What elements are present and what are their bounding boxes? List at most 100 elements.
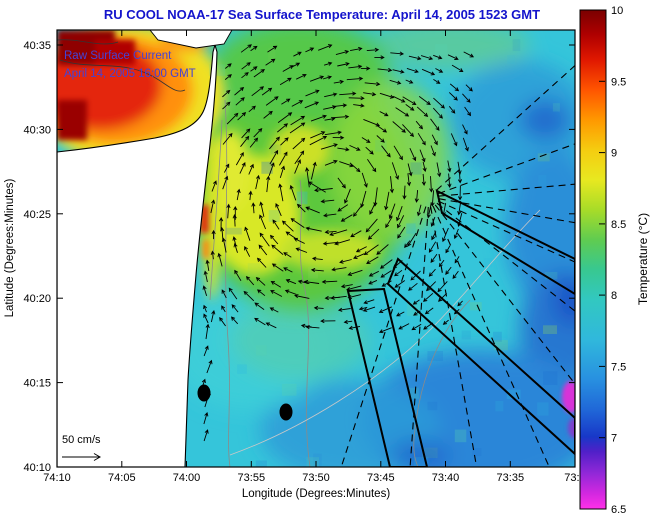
current-vector <box>442 319 449 325</box>
current-vector <box>236 188 241 201</box>
current-vector <box>433 97 446 109</box>
current-vector <box>355 246 367 253</box>
current-vector <box>233 205 238 220</box>
current-vector <box>269 149 279 165</box>
current-vector <box>402 185 407 200</box>
current-vector <box>457 212 463 228</box>
current-vector <box>291 62 301 68</box>
current-vector <box>270 281 282 288</box>
current-vector <box>464 106 472 117</box>
current-vector <box>404 240 411 249</box>
current-vector <box>402 124 415 137</box>
current-vector <box>269 136 280 150</box>
current-vector <box>254 302 265 310</box>
current-vector <box>222 89 231 98</box>
sst-speckle <box>410 162 422 175</box>
sst-speckle <box>427 401 438 411</box>
plot-frame <box>56 29 576 468</box>
current-vector <box>202 285 208 297</box>
current-vector <box>224 74 232 80</box>
current-vector <box>222 132 233 145</box>
y-axis-label: Latitude (Degrees:Minutes) <box>4 178 16 317</box>
current-vector <box>221 305 226 313</box>
current-vector <box>241 128 251 139</box>
current-vector <box>385 216 393 229</box>
current-vector <box>424 307 434 315</box>
current-vector <box>284 289 297 295</box>
current-vector <box>310 131 326 139</box>
current-vector <box>329 229 348 237</box>
sst-speckle <box>296 191 308 205</box>
current-vector <box>269 307 279 313</box>
current-vector <box>221 289 227 299</box>
current-vector <box>217 252 223 267</box>
current-vector <box>436 162 442 178</box>
current-vector <box>241 62 251 70</box>
current-vector <box>447 54 459 60</box>
colorbar-ticks: 10 9.5 9 8.5 8 7.5 7 6.5 <box>599 5 626 516</box>
current-vector <box>433 79 441 84</box>
current-vector <box>353 253 365 259</box>
sst-speckle <box>306 457 319 467</box>
x-tick-label: 73:45 <box>367 472 395 484</box>
current-vector <box>347 294 362 300</box>
current-vector <box>334 239 351 246</box>
current-vector <box>305 89 320 97</box>
current-vector <box>263 110 273 119</box>
current-vector <box>222 101 231 110</box>
current-vector <box>255 277 266 286</box>
colorbar-tick-label: 9.5 <box>611 76 626 88</box>
current-vector <box>275 203 282 217</box>
current-vector <box>320 143 338 150</box>
current-vector <box>416 106 429 117</box>
current-vector <box>363 244 379 256</box>
current-vector <box>240 135 250 147</box>
current-vector <box>416 204 422 217</box>
current-vector <box>395 107 410 117</box>
current-vector <box>339 259 352 264</box>
current-vector <box>368 279 378 285</box>
x-tick-label: 73:40 <box>432 472 460 484</box>
sst-speckle <box>512 39 521 52</box>
current-vector <box>457 161 462 175</box>
x-tick-label: 73:50 <box>302 472 330 484</box>
sst-speckle <box>538 175 547 187</box>
current-vector <box>324 116 336 122</box>
current-vector <box>232 214 237 227</box>
current-vector <box>330 295 347 300</box>
current-vector <box>265 96 279 106</box>
current-vector <box>292 137 306 150</box>
colorbar-label: Temperature (°C) <box>636 213 650 305</box>
current-vector <box>305 206 320 214</box>
current-vector <box>248 190 253 201</box>
current-vector <box>343 319 353 325</box>
survey-box <box>386 257 575 456</box>
sst-speckle <box>507 55 515 64</box>
current-vector <box>290 115 306 126</box>
current-vector <box>346 76 364 81</box>
current-vector <box>381 280 392 287</box>
current-vector <box>390 51 405 56</box>
current-vector <box>308 181 326 193</box>
sst-speckle <box>483 258 492 268</box>
current-vector <box>222 175 229 190</box>
current-vector <box>381 145 391 158</box>
current-vector <box>462 137 469 152</box>
current-vector <box>253 69 265 78</box>
y-tick-label: 40:15 <box>23 378 51 390</box>
sst-speckle <box>226 227 242 235</box>
sst-speckle <box>469 302 482 311</box>
sst-speckle <box>552 103 560 112</box>
current-vector <box>256 289 266 297</box>
current-vector <box>384 191 390 211</box>
current-vector <box>250 66 258 72</box>
current-vector <box>452 270 459 280</box>
current-vector <box>267 45 278 53</box>
overlays <box>197 44 575 467</box>
sst-speckle <box>435 44 448 55</box>
current-vector <box>272 219 280 230</box>
current-vector <box>362 306 376 312</box>
current-vector <box>435 68 444 73</box>
current-vector <box>228 287 238 300</box>
current-vector <box>324 159 338 166</box>
